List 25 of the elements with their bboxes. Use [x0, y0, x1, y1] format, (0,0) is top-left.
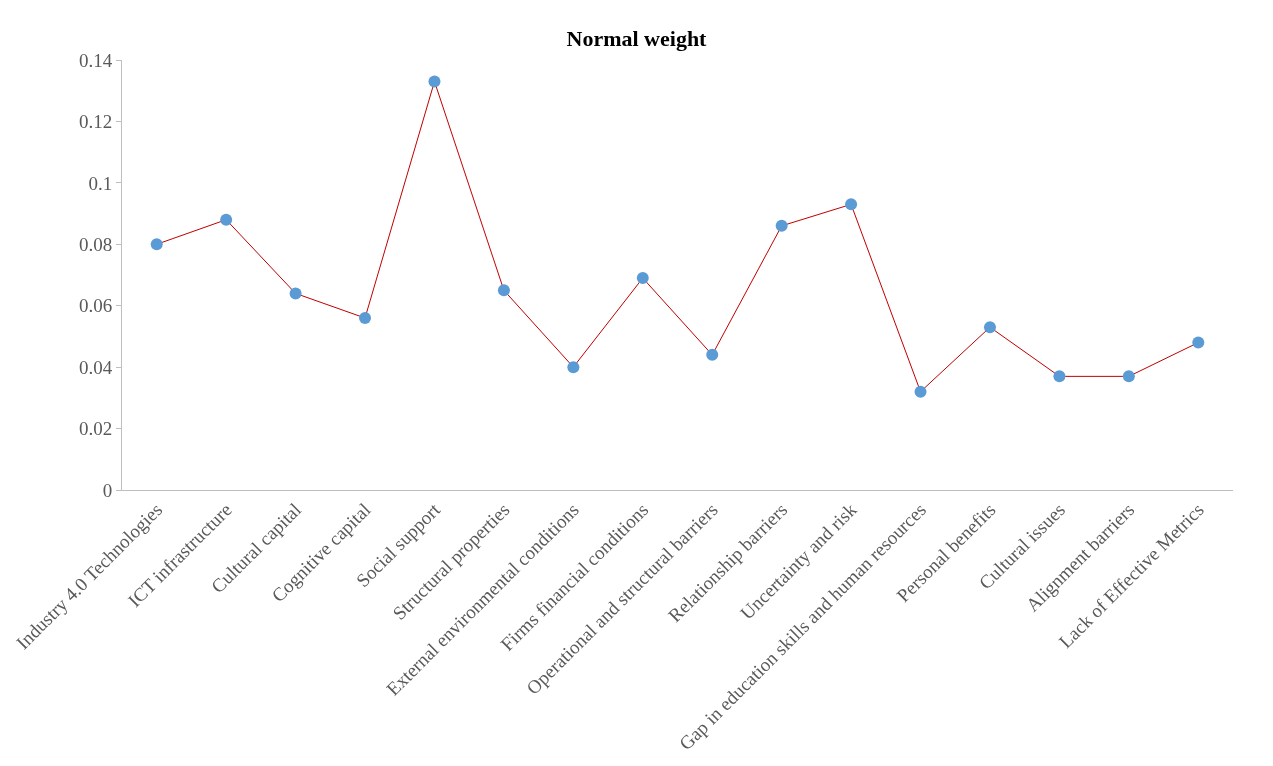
- point: [706, 348, 719, 361]
- point: [359, 312, 372, 324]
- point: [845, 198, 858, 211]
- point: [775, 219, 788, 232]
- point: [497, 284, 510, 297]
- y-tick-label: 0.14: [78, 49, 113, 71]
- point: [1192, 336, 1205, 349]
- y-tick-label: 0.12: [78, 111, 113, 133]
- point: [636, 272, 649, 285]
- y-tick-label: 0.04: [78, 356, 113, 378]
- point: [983, 321, 996, 334]
- point: [220, 213, 233, 226]
- point: [289, 287, 302, 300]
- point: [914, 385, 927, 398]
- y-tick-label: 0: [102, 479, 113, 501]
- y-tick-label: 0.08: [78, 233, 113, 255]
- y-tick-label: 0.1: [88, 172, 113, 194]
- point: [150, 238, 163, 251]
- point: [1122, 370, 1135, 383]
- point: [428, 75, 441, 88]
- point: [1053, 370, 1066, 383]
- point: [567, 361, 580, 374]
- y-tick-label: 0.02: [78, 418, 113, 440]
- y-tick-label: 0.06: [78, 295, 113, 317]
- chart-title: Normal weight: [566, 26, 708, 52]
